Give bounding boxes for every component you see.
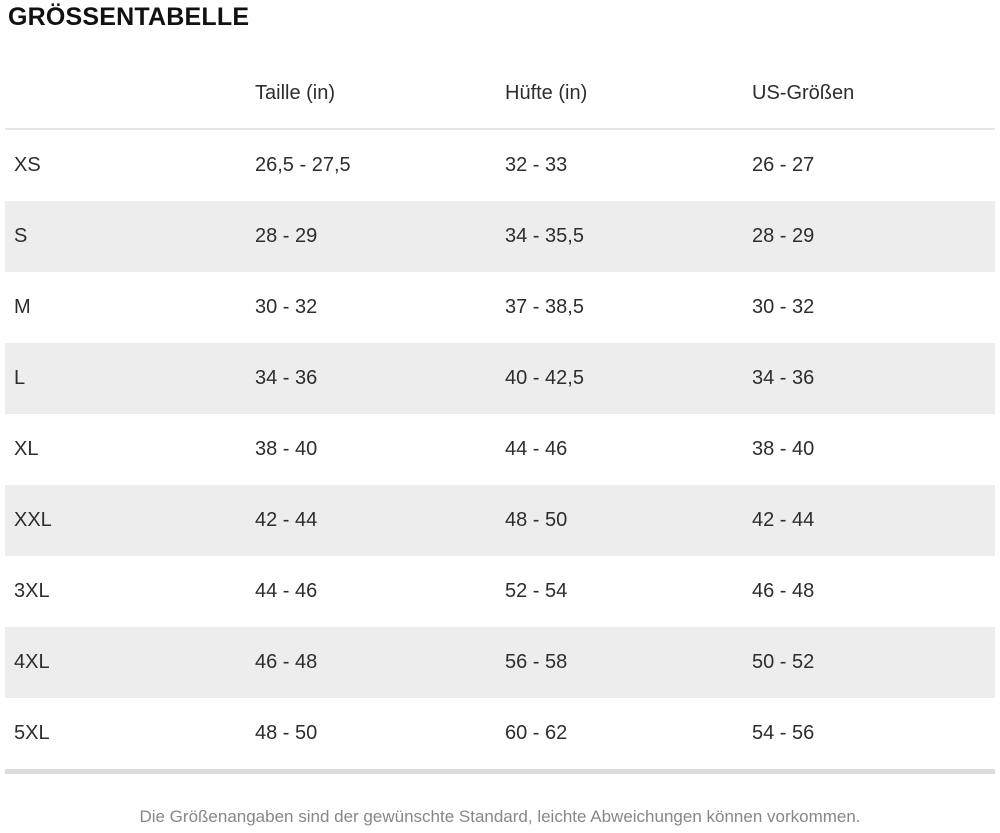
huefte-value: 34 - 35,5 (505, 225, 584, 247)
size-label: XS (14, 154, 41, 176)
table-row-l: L 34 - 36 40 - 42,5 34 - 36 (5, 343, 995, 414)
size-label: M (14, 296, 31, 318)
size-label: S (14, 225, 28, 247)
size-label: L (14, 367, 26, 389)
us-value: 46 - 48 (752, 580, 815, 602)
footer-note: Die Größenangaben sind der gewünschte St… (139, 807, 861, 826)
table-row-xl: XL 38 - 40 44 - 46 38 - 40 (5, 414, 995, 485)
us-value: 42 - 44 (752, 509, 815, 531)
table-row-4xl: 4XL 46 - 48 56 - 58 50 - 52 (5, 627, 995, 698)
huefte-value: 37 - 38,5 (505, 296, 584, 318)
taille-value: 30 - 32 (255, 296, 318, 318)
huefte-value: 32 - 33 (505, 154, 568, 176)
table-row-3xl: 3XL 44 - 46 52 - 54 46 - 48 (5, 556, 995, 627)
us-value: 54 - 56 (752, 722, 815, 744)
taille-value: 34 - 36 (255, 367, 318, 389)
us-value: 34 - 36 (752, 367, 815, 389)
column-header-huefte: Hüfte (in) (505, 30, 752, 130)
us-value: 50 - 52 (752, 651, 815, 673)
size-label: 5XL (14, 722, 50, 744)
size-label: XXL (14, 509, 52, 531)
huefte-value: 44 - 46 (505, 438, 568, 460)
taille-value: 42 - 44 (255, 509, 318, 531)
column-header-size (5, 30, 255, 130)
taille-value: 38 - 40 (255, 438, 318, 460)
size-label: XL (14, 438, 39, 460)
table-row-s: S 28 - 29 34 - 35,5 28 - 29 (5, 201, 995, 272)
column-header-taille: Taille (in) (255, 30, 505, 130)
size-label: 4XL (14, 651, 50, 673)
size-table-body: XS 26,5 - 27,5 32 - 33 26 - 27 S 28 - 29… (5, 129, 995, 772)
huefte-value: 52 - 54 (505, 580, 568, 602)
table-row-5xl: 5XL 48 - 50 60 - 62 54 - 56 (5, 698, 995, 772)
huefte-value: 48 - 50 (505, 509, 568, 531)
huefte-value: 60 - 62 (505, 722, 568, 744)
huefte-value: 40 - 42,5 (505, 367, 584, 389)
header-row: Taille (in) Hüfte (in) US-Größen (5, 30, 995, 130)
taille-value: 28 - 29 (255, 225, 318, 247)
taille-value: 48 - 50 (255, 722, 318, 744)
us-value: 30 - 32 (752, 296, 815, 318)
taille-value: 46 - 48 (255, 651, 318, 673)
us-value: 28 - 29 (752, 225, 815, 247)
table-row-xs: XS 26,5 - 27,5 32 - 33 26 - 27 (5, 129, 995, 201)
page-title: GRÖSSENTABELLE (8, 3, 250, 31)
table-row-m: M 30 - 32 37 - 38,5 30 - 32 (5, 272, 995, 343)
column-header-us: US-Größen (752, 30, 995, 130)
size-label: 3XL (14, 580, 50, 602)
size-table-header: Taille (in) Hüfte (in) US-Größen (5, 30, 995, 130)
us-value: 38 - 40 (752, 438, 815, 460)
table-row-xxl: XXL 42 - 44 48 - 50 42 - 44 (5, 485, 995, 556)
us-value: 26 - 27 (752, 154, 815, 176)
huefte-value: 56 - 58 (505, 651, 568, 673)
taille-value: 26,5 - 27,5 (255, 154, 351, 176)
size-table: Taille (in) Hüfte (in) US-Größen XS 26,5… (5, 30, 995, 774)
taille-value: 44 - 46 (255, 580, 318, 602)
